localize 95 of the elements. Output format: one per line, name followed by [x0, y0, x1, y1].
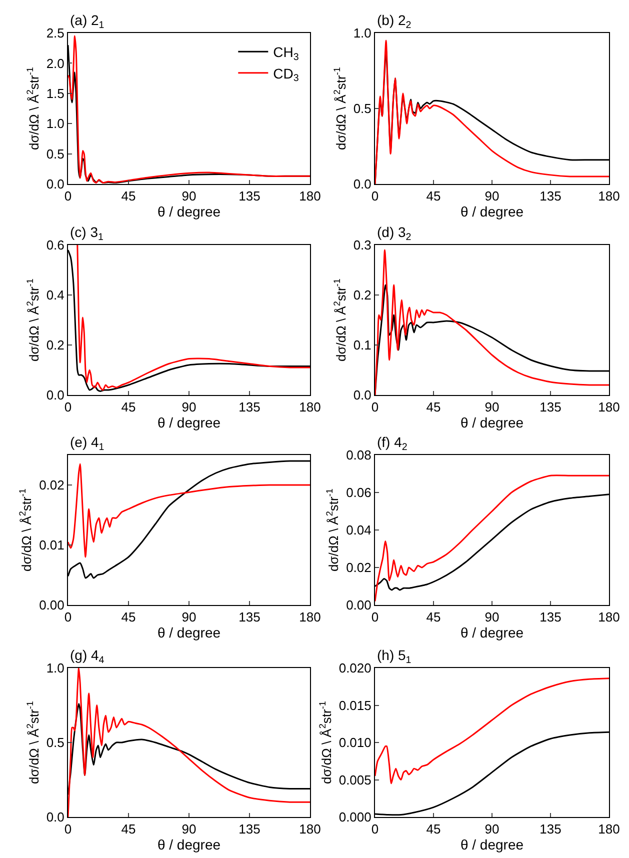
x-axis-title: θ / degree: [460, 836, 524, 853]
line-series: [68, 463, 310, 558]
x-axis-title: θ / degree: [157, 204, 221, 220]
x-tick-label: 180: [598, 400, 620, 415]
chart-title: (a) 2$_{1}$: [70, 12, 104, 31]
x-axis-title: θ / degree: [157, 836, 221, 853]
y-tick-label: 0.0: [353, 176, 372, 192]
chart-title: (d) 3$_{2}$: [377, 224, 412, 243]
x-axis-title: θ / degree: [157, 624, 221, 641]
y-tick-label: 1.5: [46, 86, 64, 101]
y-tick-label: 0.08: [346, 448, 372, 463]
y-tick-label: 0.2: [46, 338, 64, 353]
x-tick-label: 180: [299, 822, 321, 837]
x-axis-title: θ / degree: [157, 414, 221, 431]
x-tick-label: 135: [540, 188, 562, 204]
x-tick-label: 0: [64, 822, 72, 837]
x-tick-label: 135: [540, 610, 562, 625]
y-tick-label: 0.6: [46, 238, 64, 253]
y-tick-label: 0.020: [338, 660, 372, 676]
x-tick-label: 0: [371, 822, 379, 837]
chart-title: (f) 4$_{2}$: [377, 434, 408, 453]
x-tick-label: 0: [371, 400, 379, 415]
x-tick-label: 45: [121, 610, 136, 625]
legend-label: CD$_{3}$: [273, 65, 300, 84]
x-axis-title: θ / degree: [460, 624, 524, 641]
x-tick-label: 135: [238, 400, 260, 415]
y-tick-label: 0.5: [46, 735, 64, 750]
y-tick-label: 0.02: [346, 560, 372, 576]
x-tick-label: 135: [238, 610, 260, 625]
x-tick-label: 90: [484, 610, 500, 625]
line-series: [68, 668, 310, 817]
y-tick-label: 0.04: [346, 522, 372, 538]
x-tick-label: 45: [121, 822, 136, 837]
x-tick-label: 90: [182, 400, 196, 415]
y-tick-label: 0.02: [39, 478, 64, 493]
y-tick-label: 0.000: [338, 810, 372, 825]
x-tick-label: 0: [64, 188, 72, 204]
y-tick-label: 0.015: [338, 698, 372, 713]
y-tick-label: 0.1: [353, 338, 372, 353]
x-tick-label: 90: [182, 822, 196, 837]
x-tick-label: 135: [540, 400, 562, 415]
y-tick-label: 0.00: [346, 598, 372, 613]
x-tick-label: 180: [299, 400, 321, 415]
y-tick-label: 0.01: [39, 538, 64, 553]
x-tick-label: 90: [484, 188, 500, 204]
x-tick-label: 0: [64, 610, 72, 625]
x-tick-label: 0: [371, 610, 379, 625]
chart-title: (h) 5$_{1}$: [377, 647, 412, 666]
y-tick-label: 0.0: [353, 388, 372, 403]
chart-title: (e) 4$_{1}$: [70, 434, 104, 453]
y-tick-label: 1.0: [353, 26, 372, 41]
x-tick-label: 135: [540, 822, 562, 837]
y-tick-label: 0.00: [39, 598, 64, 613]
y-tick-label: 2.0: [46, 56, 64, 71]
x-tick-label: 90: [484, 400, 500, 415]
x-tick-label: 45: [121, 400, 136, 415]
y-tick-label: 0.3: [353, 238, 372, 253]
y-tick-label: 0.0: [46, 388, 64, 403]
x-tick-label: 45: [426, 400, 441, 415]
x-tick-label: 135: [238, 822, 260, 837]
chart-title: (c) 3$_{1}$: [70, 224, 104, 243]
y-tick-label: 1.0: [46, 660, 64, 676]
y-tick-label: 0.4: [46, 288, 64, 303]
x-tick-label: 90: [484, 822, 500, 837]
y-tick-label: 0.005: [338, 772, 372, 788]
x-axis-title: θ / degree: [460, 414, 524, 431]
legend-label: CH$_{3}$: [273, 44, 300, 64]
x-tick-label: 45: [426, 610, 441, 625]
x-tick-label: 0: [371, 188, 379, 204]
x-tick-label: 180: [598, 188, 620, 204]
x-tick-label: 90: [182, 188, 196, 204]
y-tick-label: 0.2: [353, 288, 372, 303]
x-tick-label: 135: [238, 188, 260, 204]
chart-title: (b) 2$_{2}$: [377, 12, 412, 31]
y-tick-label: 1.0: [46, 116, 64, 132]
y-tick-label: 0.010: [338, 735, 372, 750]
x-axis-title: θ / degree: [460, 204, 524, 220]
y-tick-label: 0.5: [46, 146, 64, 162]
x-tick-label: 180: [299, 188, 321, 204]
y-tick-label: 0.06: [346, 485, 372, 500]
chart-title: (g) 4$_{4}$: [70, 647, 105, 666]
x-tick-label: 45: [426, 188, 441, 204]
x-tick-label: 45: [426, 822, 441, 837]
line-series: [375, 474, 609, 602]
x-tick-label: 45: [121, 188, 136, 204]
x-tick-label: 90: [182, 610, 196, 625]
y-tick-label: 0.0: [46, 810, 64, 825]
x-tick-label: 180: [299, 610, 321, 625]
y-tick-label: 2.5: [46, 26, 64, 41]
line-series: [375, 678, 609, 784]
y-tick-label: 0.5: [353, 101, 372, 116]
x-tick-label: 180: [598, 822, 620, 837]
x-tick-label: 0: [64, 400, 72, 415]
y-tick-label: 0.0: [46, 176, 64, 192]
x-tick-label: 180: [598, 610, 620, 625]
